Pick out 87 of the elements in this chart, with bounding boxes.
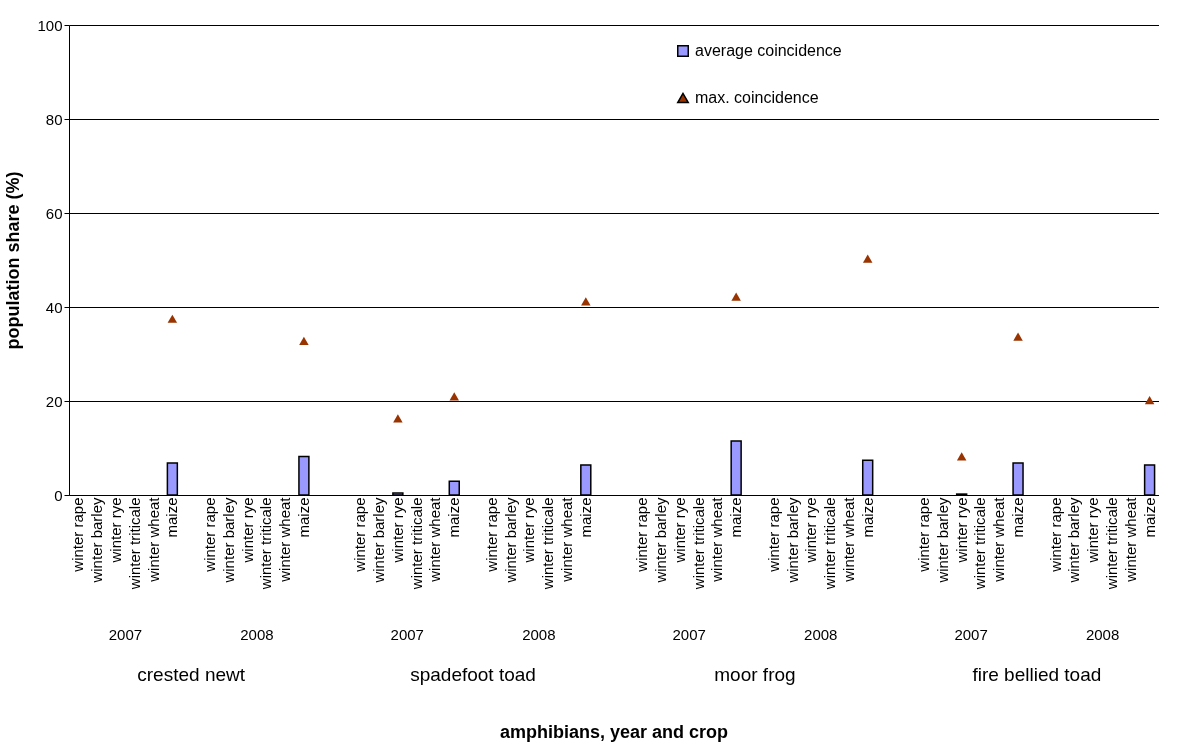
text: 2008 xyxy=(522,626,556,643)
x-tick-label: winter barley xyxy=(88,497,106,584)
bar xyxy=(1143,464,1156,496)
x-tick-label: winter rape xyxy=(915,497,933,573)
y-tick-label: 20 xyxy=(45,392,63,410)
point xyxy=(1144,395,1155,405)
x-tick-label: winter barley xyxy=(370,497,388,584)
x-tick-label: winter wheat xyxy=(144,496,162,583)
bar xyxy=(166,462,179,496)
x-tick-label: winter wheat xyxy=(426,496,444,583)
x-tick-label: winter barley xyxy=(219,497,237,584)
text: fire bellied toad xyxy=(972,664,1102,685)
x-tick-label: winter rape xyxy=(482,497,500,573)
x-tick-label: maize xyxy=(445,497,463,538)
x-tick-label: winter barley xyxy=(501,497,519,584)
x-tick-label: maize xyxy=(727,497,745,538)
x-tick-label: winter wheat xyxy=(1121,496,1139,583)
point xyxy=(1013,332,1023,341)
x-tick-label: winter triticale xyxy=(971,497,989,591)
point xyxy=(299,336,309,345)
bar xyxy=(298,455,310,496)
x-tick-label: winter rape xyxy=(69,497,87,573)
point xyxy=(167,314,178,323)
x-tick-label: winter rye xyxy=(802,497,820,564)
x-tick-label: maize xyxy=(576,497,594,538)
x-tick-label: winter triticale xyxy=(689,497,707,591)
x-tick-label: winter triticale xyxy=(821,497,839,591)
x-tick-label: winter rye xyxy=(238,497,256,564)
text: 2008 xyxy=(1085,626,1120,643)
x-tick-label: winter rape xyxy=(351,497,369,573)
x-tick-label: winter triticale xyxy=(1103,497,1121,591)
x-tick-label: winter wheat xyxy=(839,496,857,583)
point xyxy=(956,452,967,461)
y-tick-label: 0 xyxy=(54,486,63,504)
text: 2007 xyxy=(390,626,424,643)
x-tick-label: winter rape xyxy=(633,497,651,573)
x-tick-label: winter rye xyxy=(388,497,406,564)
y-axis-title: population share (%) xyxy=(3,171,24,350)
x-tick-label: winter triticale xyxy=(125,497,143,591)
text: crested newt xyxy=(137,664,246,685)
text: amphibians, year and crop xyxy=(499,722,729,742)
text: 2007 xyxy=(672,626,706,643)
bar xyxy=(1012,462,1024,496)
x-tick-label: winter wheat xyxy=(708,496,726,583)
x-tick-label: winter rye xyxy=(952,497,970,564)
x-tick-label: winter barley xyxy=(651,497,669,584)
text: spadefoot toad xyxy=(410,664,536,685)
point xyxy=(581,297,591,306)
text: moor frog xyxy=(714,664,796,685)
x-tick-label: maize xyxy=(1009,497,1027,538)
bar xyxy=(580,464,592,496)
x-tick-label: winter rape xyxy=(764,497,782,573)
text: 2007 xyxy=(108,626,143,643)
x-tick-label: winter rape xyxy=(1046,497,1064,573)
y-tick-label: 40 xyxy=(45,298,63,316)
x-tick-label: winter triticale xyxy=(257,497,275,591)
x-tick-label: winter barley xyxy=(933,497,951,584)
text: 2007 xyxy=(954,626,988,643)
x-tick-label: winter wheat xyxy=(558,496,576,583)
legend-label: max. coincidence xyxy=(695,89,819,106)
x-tick-label: winter rye xyxy=(1084,497,1102,564)
y-tick-label: 80 xyxy=(45,110,63,128)
y-tick-label: 100 xyxy=(37,16,63,34)
x-tick-label: maize xyxy=(163,497,181,538)
point xyxy=(862,254,873,263)
x-tick-label: maize xyxy=(858,497,876,538)
x-tick-label: winter wheat xyxy=(276,496,294,583)
x-tick-label: winter barley xyxy=(1065,497,1083,584)
x-tick-label: winter barley xyxy=(783,497,801,584)
text: 2008 xyxy=(240,626,274,643)
x-tick-label: maize xyxy=(1140,497,1158,538)
x-tick-label: winter rye xyxy=(106,497,124,564)
x-tick-label: winter triticale xyxy=(539,497,557,591)
x-tick-label: winter rye xyxy=(670,497,688,564)
bar xyxy=(861,459,874,496)
legend-label: average coincidence xyxy=(695,42,842,59)
x-tick-label: winter wheat xyxy=(990,496,1008,583)
x-tick-label: winter rape xyxy=(200,497,218,573)
bar xyxy=(448,480,460,496)
bar xyxy=(730,440,742,496)
point xyxy=(449,392,459,401)
point xyxy=(731,292,741,301)
x-tick-label: maize xyxy=(294,497,312,538)
x-tick-label: winter rye xyxy=(520,497,538,564)
x-tick-label: winter triticale xyxy=(407,497,425,591)
y-tick-label: 60 xyxy=(45,204,63,222)
text: 2008 xyxy=(804,626,838,643)
